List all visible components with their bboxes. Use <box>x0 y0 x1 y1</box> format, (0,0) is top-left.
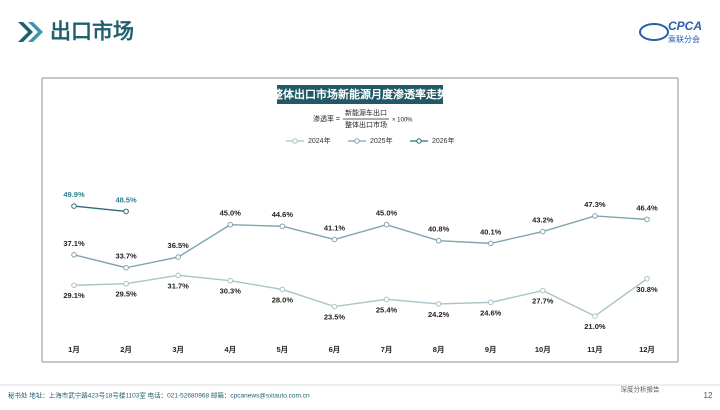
footer-contact: 秘书处 地址：上海市武宁路423号18号楼1103室 电话：021-526809… <box>8 391 310 400</box>
chart-frame <box>41 77 679 363</box>
data-label: 41.1% <box>324 224 346 233</box>
data-point <box>644 216 650 223</box>
formula-denominator: 整体出口市场 <box>345 120 387 129</box>
x-tick-label: 7月 <box>381 345 393 354</box>
data-point <box>71 203 77 209</box>
data-point <box>435 237 442 244</box>
data-point <box>487 240 494 247</box>
data-point <box>435 301 442 307</box>
data-point <box>123 264 129 271</box>
data-label: 33.7% <box>115 252 137 261</box>
chart-title: 整体出口市场新能源月度渗透率走势 <box>271 87 448 101</box>
data-label: 23.5% <box>324 313 346 322</box>
data-point <box>383 221 390 228</box>
data-label: 29.5% <box>115 290 137 299</box>
legend-label: 2025年 <box>370 136 393 145</box>
legend-marker <box>416 138 422 144</box>
footer-report: 深度分析报告 <box>621 385 661 394</box>
series-line <box>73 215 648 269</box>
series-line <box>73 274 648 317</box>
logo-sub: 乘联分会 <box>668 34 700 44</box>
data-label: 29.1% <box>63 291 85 300</box>
x-tick-label: 9月 <box>485 345 497 354</box>
data-point <box>383 296 390 303</box>
title-bar <box>277 85 443 104</box>
data-label: 47.3% <box>584 200 606 209</box>
data-point <box>331 236 338 243</box>
formula-lhs: 渗透率 = <box>313 114 340 123</box>
data-label: 44.6% <box>272 210 294 219</box>
data-point <box>175 254 181 260</box>
x-tick-label: 10月 <box>535 345 551 354</box>
data-label: 46.4% <box>636 203 658 212</box>
data-point <box>227 277 234 284</box>
data-point <box>71 282 77 289</box>
plot: 2024年 2025年 2026年 1月 2月 3月 4月 5月 6月 7月 8月 9月 10月 11月 1… <box>63 136 658 354</box>
data-point <box>487 299 494 306</box>
data-label: 21.0% <box>584 322 606 331</box>
formula-factor: × 100% <box>392 118 413 124</box>
data-label: 24.2% <box>428 310 450 319</box>
data-point <box>644 275 650 282</box>
data-point <box>123 280 129 287</box>
x-tick-label: 8月 <box>433 345 445 354</box>
x-tick-label: 3月 <box>172 345 184 354</box>
data-label: 36.5% <box>168 241 190 250</box>
data-label: 37.1% <box>63 239 85 248</box>
data-point <box>279 223 286 230</box>
logo: CPCA <box>668 19 702 33</box>
data-label: 30.3% <box>220 287 242 296</box>
page-number: 12 <box>704 391 713 400</box>
data-point <box>540 228 546 235</box>
legend-marker <box>292 138 298 144</box>
data-label: 25.4% <box>376 305 398 314</box>
data-label: 49.9% <box>63 190 85 199</box>
data-point <box>592 213 598 219</box>
data-label: 31.7% <box>168 281 190 290</box>
x-tick-label: 6月 <box>329 345 341 354</box>
legend-label: 2026年 <box>432 136 455 145</box>
x-tick-label: 5月 <box>277 345 289 354</box>
data-point <box>592 313 598 319</box>
chevron <box>18 22 33 42</box>
page-title: 出口市场 <box>50 20 134 44</box>
data-label: 30.8% <box>636 285 658 294</box>
formula-numerator: 新能源车出口 <box>345 108 387 117</box>
data-label: 45.0% <box>376 209 398 218</box>
data-label: 48.5% <box>115 195 137 204</box>
data-label: 27.7% <box>532 297 554 306</box>
x-tick-label: 2月 <box>120 345 132 354</box>
x-tick-label: 11月 <box>587 345 602 354</box>
legend-marker <box>354 138 360 144</box>
data-point <box>71 251 77 258</box>
data-label: 45.0% <box>220 209 242 218</box>
data-point <box>123 208 129 215</box>
data-point <box>540 287 546 294</box>
data-label: 28.0% <box>272 295 294 304</box>
legend-label: 2024年 <box>308 136 331 145</box>
data-point <box>175 272 181 279</box>
data-point <box>227 221 234 228</box>
x-tick-label: 12月 <box>639 345 655 354</box>
data-point <box>279 286 286 293</box>
series-line <box>73 205 127 213</box>
data-label: 24.6% <box>480 308 502 317</box>
x-tick-label: 1月 <box>68 345 80 354</box>
logo-mark <box>639 23 669 41</box>
data-label: 43.2% <box>532 216 554 225</box>
data-label: 40.1% <box>480 227 502 236</box>
chevron <box>28 22 43 42</box>
data-label: 40.8% <box>428 225 450 234</box>
data-point <box>331 303 338 310</box>
x-tick-label: 4月 <box>224 345 236 354</box>
